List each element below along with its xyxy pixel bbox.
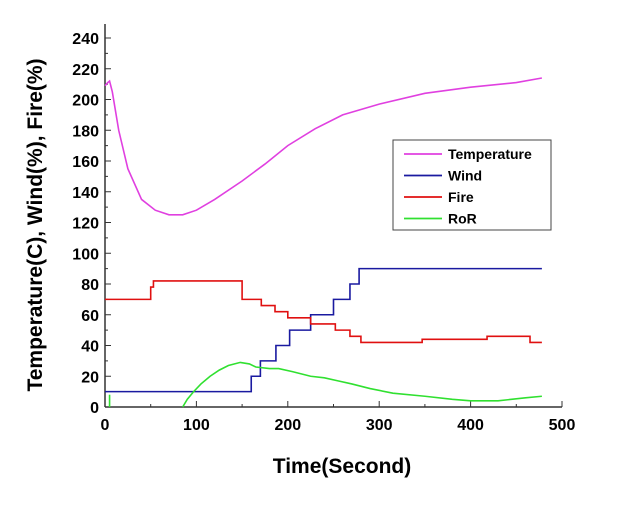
x-tick-label: 500: [549, 417, 576, 434]
y-tick-label: 40: [81, 339, 99, 356]
y-tick-label: 200: [72, 93, 99, 110]
x-tick-label: 0: [101, 417, 110, 434]
series-line-wind: [105, 267, 542, 393]
plot-lines: [104, 77, 543, 408]
y-tick-label: 80: [81, 277, 99, 294]
y-tick-label: 220: [72, 62, 99, 79]
y-axis-title: Temperature(C), Wind(%), Fire(%): [24, 58, 47, 391]
y-tick-label: 20: [81, 369, 99, 386]
legend: Temperature Wind Fire RoR: [392, 139, 552, 231]
y-tick-label: 240: [72, 31, 99, 48]
y-tick-label: 100: [72, 246, 99, 263]
x-tick-label: 400: [457, 417, 484, 434]
series-line-temperature: [104, 77, 543, 216]
y-tick-label: 120: [72, 216, 99, 233]
x-tick-label: 100: [183, 417, 210, 434]
x-axis-title: Time(Second): [273, 455, 411, 478]
legend-label: RoR: [448, 211, 477, 227]
axes: 0 100 200 300 400 500 0 20 40 60 80 100 120 140 160 180…: [72, 24, 575, 434]
series-line-ror: [182, 361, 542, 408]
legend-label: Fire: [448, 189, 474, 205]
y-tick-label: 60: [81, 308, 99, 325]
y-tick-label: 0: [90, 400, 99, 417]
legend-box: [392, 139, 552, 231]
series-line-fire: [105, 280, 542, 344]
x-tick-label: 200: [274, 417, 301, 434]
y-tick-label: 140: [72, 185, 99, 202]
legend-label: Wind: [448, 168, 482, 184]
y-tick-label: 160: [72, 154, 99, 171]
x-tick-label: 300: [366, 417, 393, 434]
legend-label: Temperature: [448, 146, 532, 162]
y-tick-label: 180: [72, 123, 99, 140]
